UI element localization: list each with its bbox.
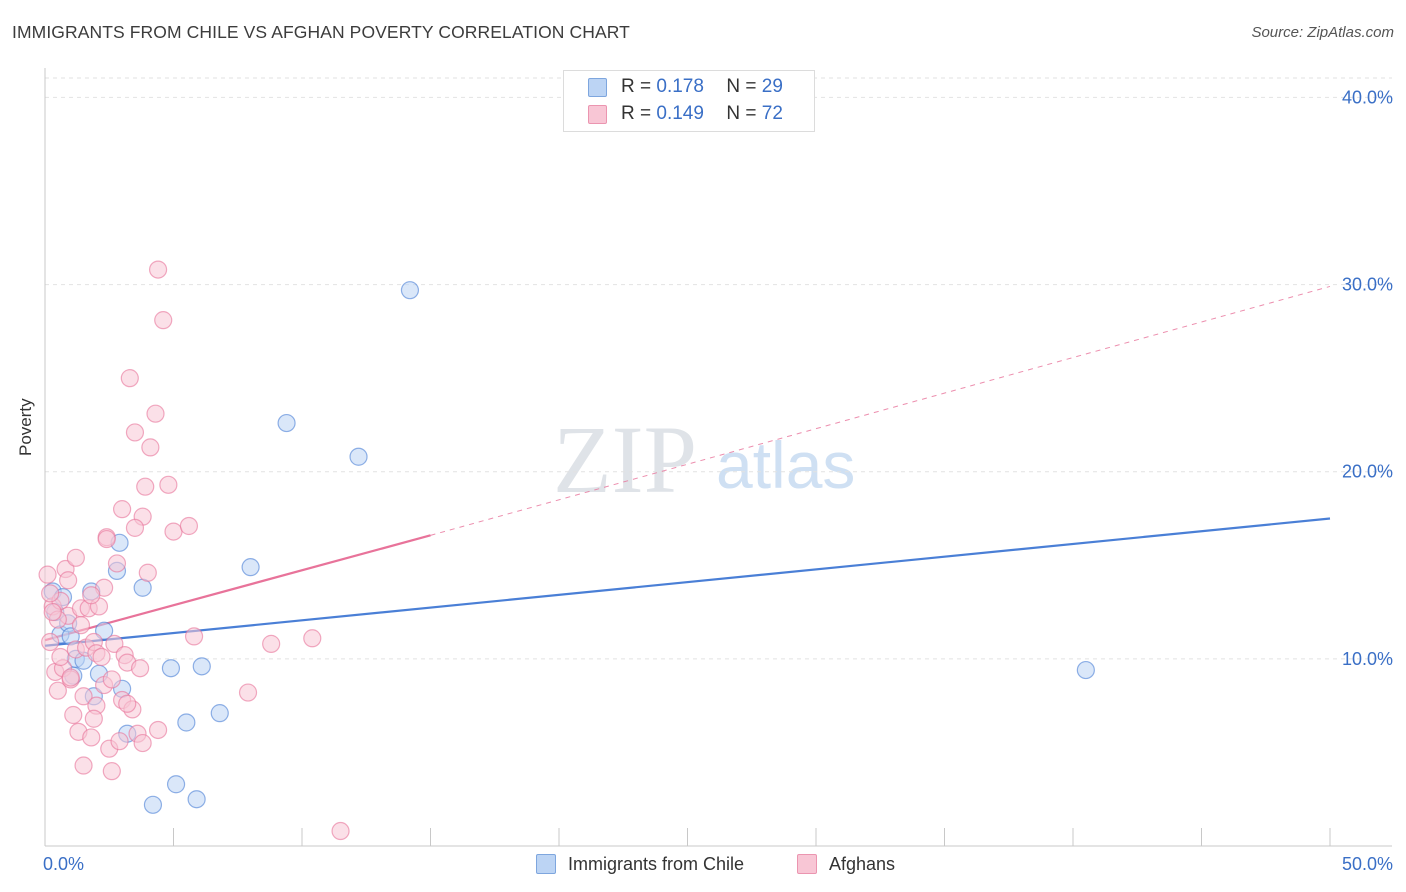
point-afghans: [64, 705, 83, 725]
watermark-atlas: atlas: [716, 428, 855, 502]
point-afghans: [179, 516, 199, 536]
point-afghans: [303, 629, 322, 648]
legend-row-afghans: R = 0.149 N = 72: [588, 102, 783, 126]
point-afghans: [262, 634, 281, 653]
y-axis-label: Poverty: [16, 398, 35, 456]
point-chile: [241, 558, 260, 577]
point-afghans: [125, 518, 145, 537]
n-label: N =: [726, 76, 757, 97]
point-afghans: [61, 668, 80, 687]
point-afghans: [102, 670, 121, 689]
point-chile: [161, 659, 181, 678]
point-afghans: [41, 632, 60, 652]
point-afghans: [107, 554, 127, 573]
point-afghans: [66, 548, 85, 567]
x-tick-label: 0.0%: [43, 854, 84, 874]
legend-swatch-afghans: [797, 854, 817, 874]
point-afghans: [136, 477, 155, 496]
y-tick-label: 10.0%: [1342, 649, 1393, 669]
point-afghans: [92, 647, 111, 667]
point-chile: [177, 713, 196, 732]
point-afghans: [159, 475, 178, 494]
point-chile: [166, 775, 186, 794]
legend-item-afghans: Afghans: [797, 852, 895, 876]
r-label: R =: [621, 76, 652, 97]
y-tick-label: 40.0%: [1342, 87, 1393, 107]
point-afghans: [184, 627, 204, 646]
point-afghans: [238, 683, 258, 702]
chart-title: IMMIGRANTS FROM CHILE VS AFGHAN POVERTY …: [12, 22, 630, 42]
point-afghans: [120, 369, 139, 388]
data-points: [38, 260, 1095, 841]
point-afghans: [141, 438, 160, 457]
trend-line: [44, 517, 1331, 647]
point-afghans: [84, 709, 103, 728]
legend-swatch-chile: [588, 77, 607, 97]
y-tick-label: 30.0%: [1342, 275, 1393, 295]
point-afghans: [164, 522, 183, 541]
legend-row-chile: R = 0.178 N = 29: [588, 75, 783, 99]
point-afghans: [41, 584, 60, 603]
point-afghans: [82, 586, 101, 605]
point-afghans: [331, 821, 350, 841]
point-afghans: [148, 260, 168, 279]
point-afghans: [43, 602, 62, 622]
source-label: Source: ZipAtlas.com: [1251, 24, 1394, 41]
point-afghans: [130, 659, 150, 678]
n-label: N =: [726, 103, 757, 124]
legend-swatch-afghans: [588, 104, 607, 124]
x-tick-label: 50.0%: [1342, 854, 1393, 874]
point-afghans: [71, 616, 91, 635]
legend-item-chile: Immigrants from Chile: [536, 852, 744, 876]
point-afghans: [118, 694, 137, 713]
axes: [44, 68, 1392, 847]
trend-line: [44, 534, 431, 642]
point-afghans: [154, 311, 173, 330]
r-value-chile: 0.178: [656, 76, 704, 97]
point-afghans: [133, 733, 152, 753]
r-label: R =: [621, 103, 652, 124]
point-afghans: [102, 762, 121, 781]
point-afghans: [48, 681, 67, 700]
point-afghans: [74, 756, 93, 775]
point-chile: [349, 447, 368, 466]
point-chile: [95, 621, 114, 640]
trend-lines: [44, 285, 1331, 647]
point-afghans: [112, 500, 132, 519]
point-afghans: [138, 563, 157, 582]
tick-labels: 10.0% 20.0% 30.0% 40.0% 0.0% 50.0%: [43, 87, 1393, 874]
point-afghans: [97, 529, 116, 549]
point-chile: [400, 281, 420, 300]
legend-label-chile: Immigrants from Chile: [568, 853, 745, 874]
point-chile: [210, 704, 229, 723]
n-value-afghans: 72: [761, 103, 783, 124]
point-afghans: [38, 565, 57, 584]
stats-legend: R = 0.178 N = 29 R = 0.149 N = 72: [563, 70, 815, 132]
point-afghans: [125, 423, 145, 442]
point-afghans: [82, 728, 101, 747]
point-afghans: [146, 404, 165, 423]
point-chile: [1076, 660, 1095, 680]
point-afghans: [105, 634, 124, 653]
point-afghans: [110, 732, 129, 751]
point-chile: [277, 413, 296, 433]
r-value-afghans: 0.149: [656, 103, 704, 124]
point-chile: [143, 795, 163, 814]
legend-label-afghans: Afghans: [829, 853, 896, 874]
point-afghans: [74, 687, 93, 706]
point-afghans: [148, 720, 168, 740]
watermark-zip: ZIP: [553, 406, 697, 513]
n-value-chile: 29: [761, 76, 783, 97]
y-tick-label: 20.0%: [1342, 462, 1393, 482]
point-afghans: [59, 571, 78, 590]
point-afghans: [51, 647, 70, 667]
legend-swatch-chile: [536, 854, 556, 874]
point-chile: [192, 657, 211, 676]
point-chile: [187, 790, 206, 809]
